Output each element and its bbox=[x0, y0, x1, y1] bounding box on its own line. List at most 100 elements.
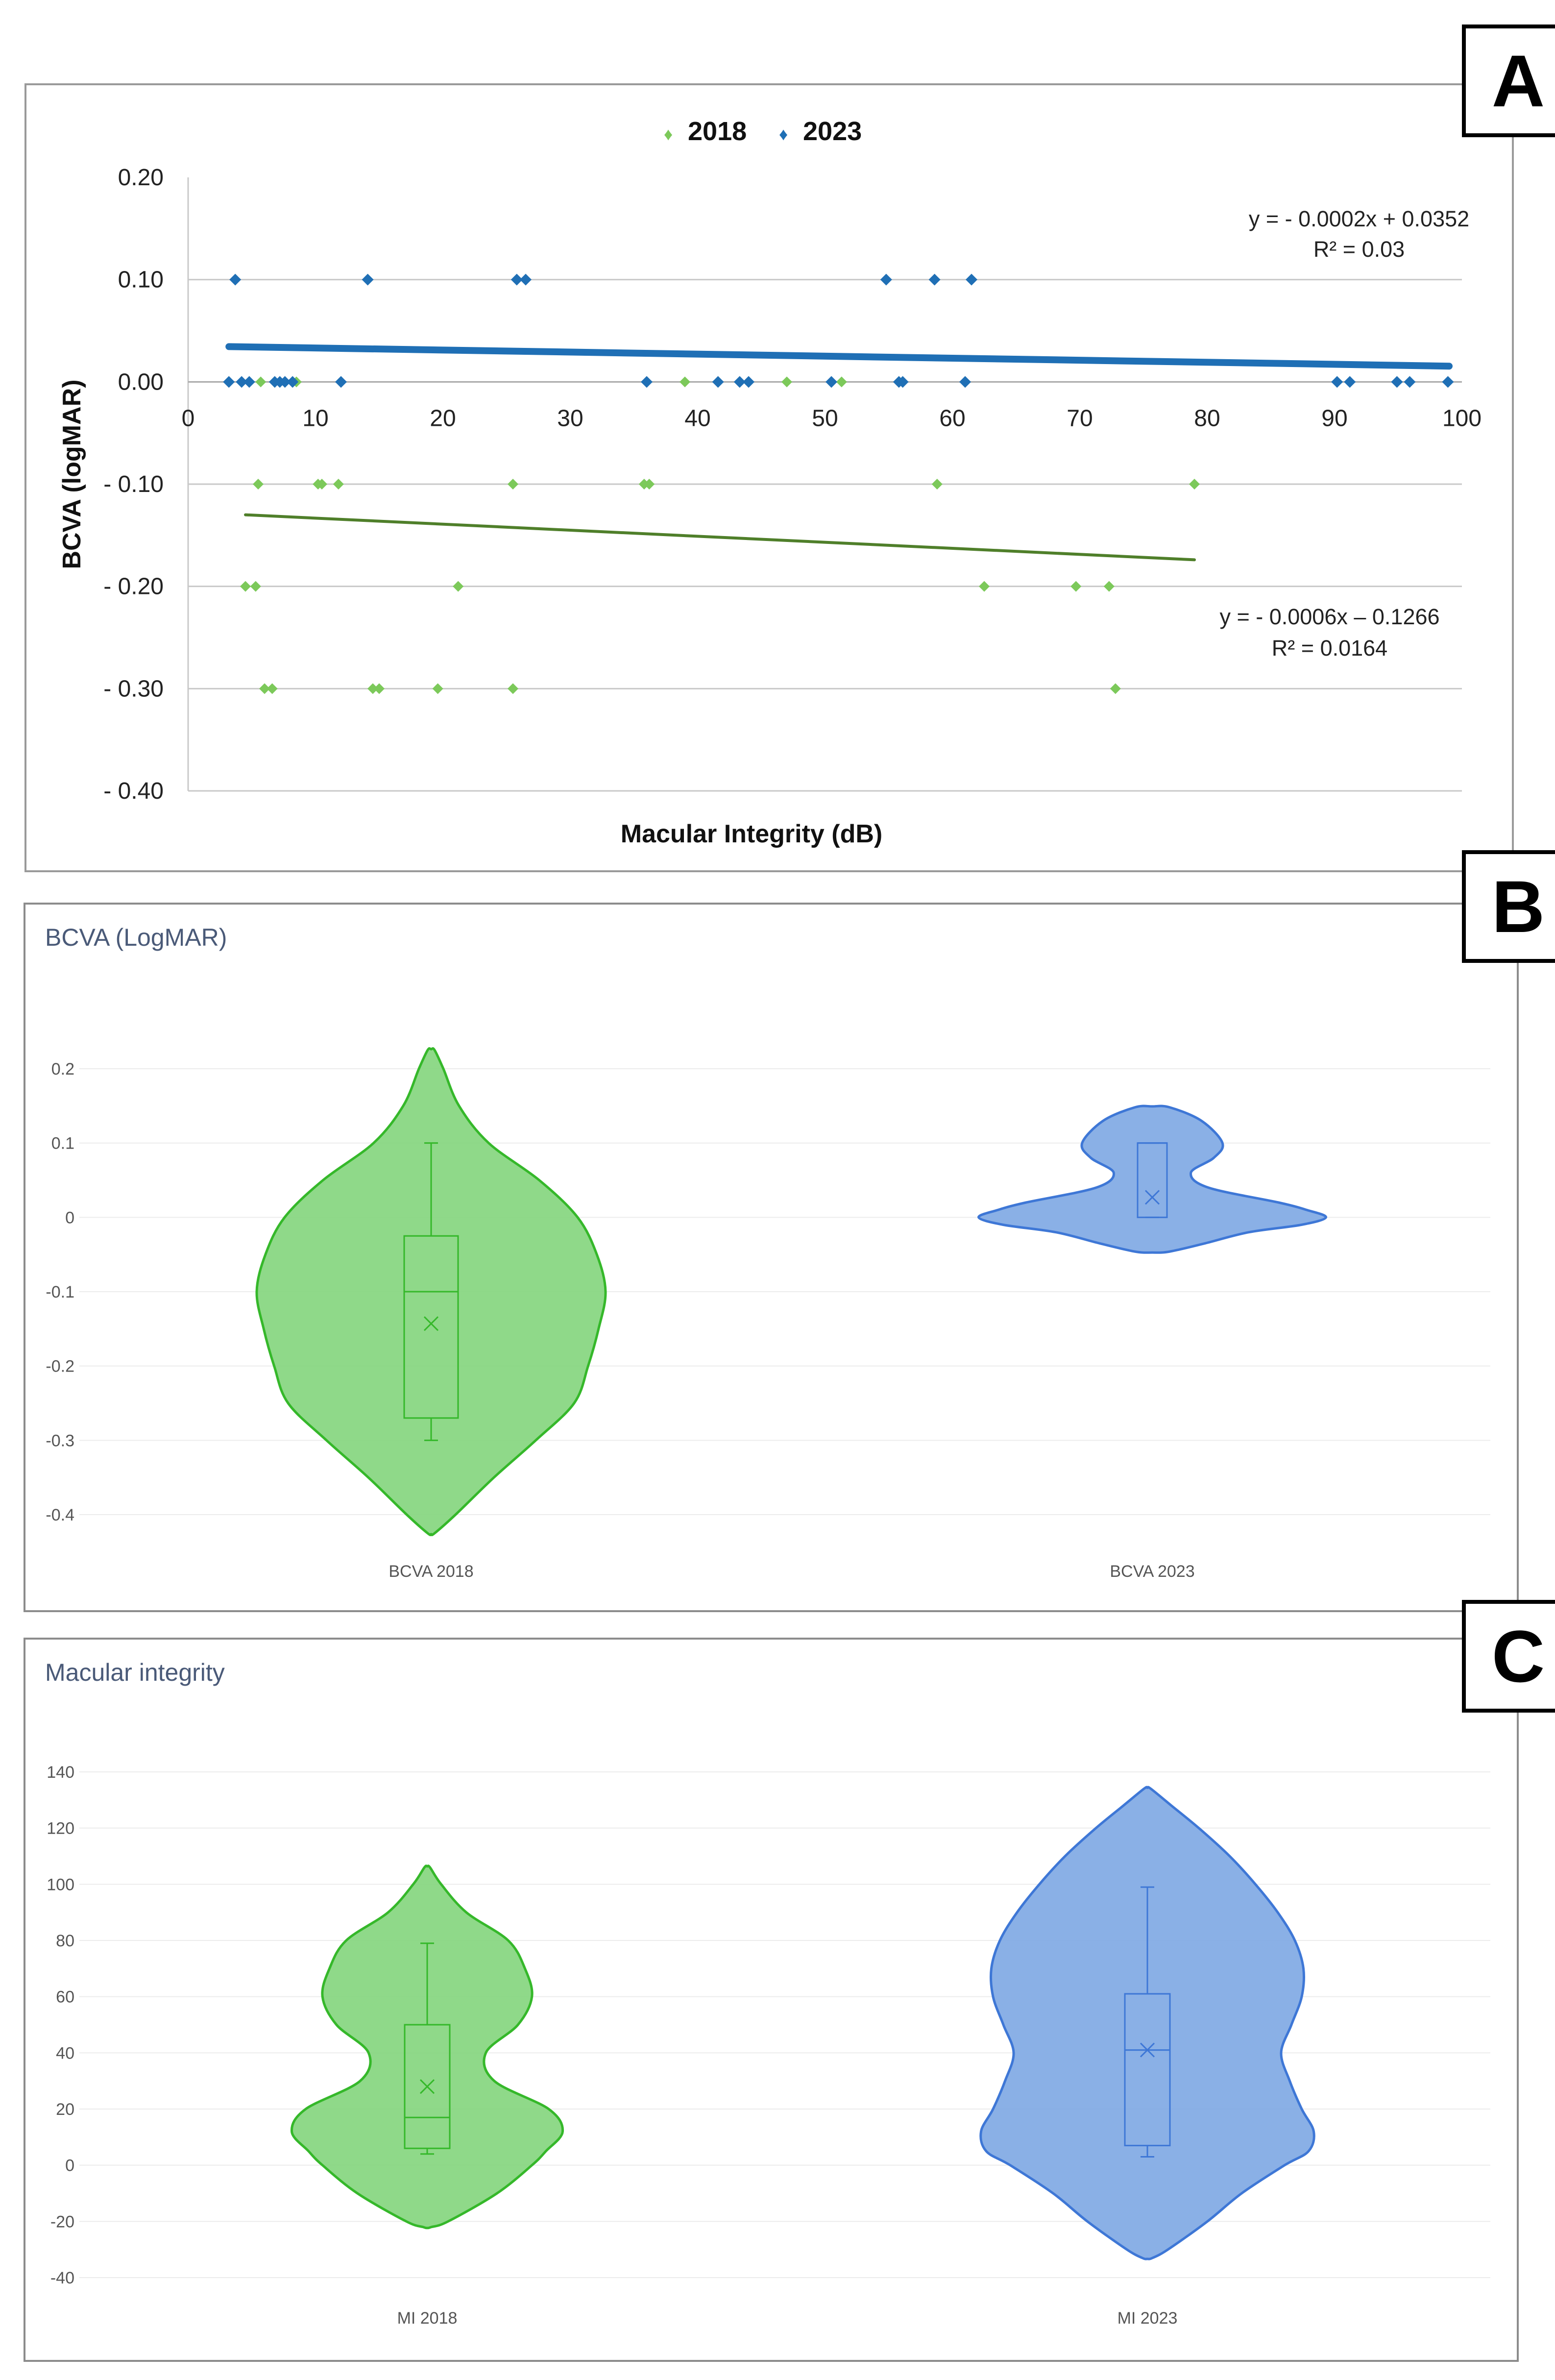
data-point bbox=[243, 376, 255, 388]
y-tick-label: 0.00 bbox=[118, 369, 164, 395]
data-point bbox=[240, 581, 251, 592]
y-tick-label: 0.20 bbox=[118, 165, 164, 191]
mean-marker bbox=[1140, 2042, 1155, 2058]
macular-integrity-violin-panel: Macular integrity 140 120 100 80 60 40 20 0 -20 -… bbox=[24, 1638, 1519, 2362]
box-iqr bbox=[1124, 1993, 1171, 2147]
x-tick-label: 100 bbox=[1442, 405, 1482, 431]
data-point bbox=[267, 683, 278, 694]
data-point bbox=[362, 273, 374, 286]
data-point bbox=[520, 273, 532, 286]
mean-marker bbox=[423, 1316, 439, 1331]
legend-label: 2018 bbox=[688, 117, 747, 146]
trend-r2-2023: R² = 0.03 bbox=[1313, 237, 1405, 262]
y-tick-label: 140 bbox=[47, 1763, 74, 1782]
bcva-violin-panel: BCVA (LogMAR) 0.2 0.1 0 -0.1 -0.2 -0.3 -0.4 BCV… bbox=[24, 903, 1519, 1612]
y-tick-label: 0.10 bbox=[118, 267, 164, 293]
legend-marker: ♦ bbox=[779, 124, 788, 144]
data-point bbox=[743, 376, 754, 388]
data-point bbox=[1189, 479, 1200, 490]
x-tick-label: 50 bbox=[812, 405, 838, 431]
panel-c-title: Macular integrity bbox=[45, 1659, 225, 1686]
y-tick-label: -0.2 bbox=[46, 1357, 74, 1376]
y-tick-label: -40 bbox=[50, 2269, 74, 2287]
violin-green bbox=[291, 1865, 564, 2230]
mean-marker bbox=[1144, 1190, 1160, 1205]
y-tick-label: - 0.30 bbox=[103, 676, 164, 702]
scatter-chart: 0.20 0.10 0.00 - 0.10 - 0.20 - 0.30 - 0.40 0 10 2… bbox=[58, 117, 1482, 848]
data-point bbox=[250, 581, 261, 592]
data-point bbox=[1391, 376, 1403, 388]
data-point bbox=[1110, 683, 1121, 694]
x-axis-title: Macular Integrity (dB) bbox=[621, 820, 883, 848]
category-label: MI 2018 bbox=[397, 2309, 458, 2328]
y-tick-label: -20 bbox=[50, 2212, 74, 2231]
data-point bbox=[644, 479, 655, 490]
data-point bbox=[1103, 581, 1115, 592]
y-tick-label: -0.3 bbox=[46, 1431, 74, 1450]
violin-blue bbox=[979, 1786, 1315, 2260]
data-point bbox=[508, 479, 518, 490]
x-tick-label: 80 bbox=[1194, 405, 1220, 431]
x-tick-label: 0 bbox=[182, 405, 195, 431]
y-tick-label: 80 bbox=[56, 1932, 74, 1950]
panel-label-b: B bbox=[1462, 850, 1555, 963]
category-label: MI 2023 bbox=[1118, 2309, 1178, 2328]
y-tick-label: 0.1 bbox=[51, 1134, 74, 1153]
category-label: BCVA 2023 bbox=[1110, 1562, 1194, 1581]
y-tick-label: - 0.20 bbox=[103, 574, 164, 600]
data-point bbox=[253, 479, 264, 490]
trendline bbox=[244, 513, 1196, 562]
data-point bbox=[229, 273, 242, 286]
data-point bbox=[733, 376, 746, 388]
box-iqr bbox=[403, 1235, 459, 1419]
data-point bbox=[279, 376, 291, 388]
trendline bbox=[225, 343, 1453, 370]
y-tick-label: 120 bbox=[47, 1819, 74, 1838]
data-point bbox=[836, 376, 847, 388]
data-point bbox=[1331, 376, 1343, 388]
data-point bbox=[1070, 581, 1082, 592]
data-point bbox=[826, 376, 837, 388]
x-tick-label: 70 bbox=[1067, 405, 1093, 431]
data-point bbox=[897, 376, 909, 388]
y-tick-label: 100 bbox=[47, 1875, 74, 1894]
y-tick-label: - 0.40 bbox=[103, 778, 164, 804]
legend-marker: ♦ bbox=[664, 124, 673, 144]
trend-equation-2018: y = - 0.0006x – 0.1266 bbox=[1219, 604, 1439, 629]
data-point bbox=[781, 376, 792, 388]
macular-integrity-violin-chart: 140 120 100 80 60 40 20 0 -20 -40 MI 2018 MI 2023 bbox=[47, 1763, 1490, 2328]
panel-label-c: C bbox=[1462, 1600, 1555, 1713]
panel-label-a: A bbox=[1462, 25, 1555, 137]
data-point bbox=[1404, 376, 1416, 388]
x-tick-label: 60 bbox=[939, 405, 965, 431]
data-point bbox=[928, 273, 941, 286]
data-point bbox=[510, 273, 523, 286]
data-point bbox=[979, 581, 990, 592]
legend-label: 2023 bbox=[803, 117, 862, 146]
data-point bbox=[453, 581, 464, 592]
x-tick-label: 40 bbox=[684, 405, 710, 431]
data-point bbox=[931, 479, 943, 490]
data-point bbox=[313, 479, 324, 490]
data-point bbox=[880, 273, 892, 286]
data-point bbox=[367, 683, 378, 694]
trend-r2-2018: R² = 0.0164 bbox=[1272, 636, 1387, 661]
data-point bbox=[432, 683, 443, 694]
bcva-violin-chart: 0.2 0.1 0 -0.1 -0.2 -0.3 -0.4 BCVA 2018 BCVA 202… bbox=[46, 1047, 1490, 1581]
data-point bbox=[223, 376, 235, 388]
x-tick-label: 20 bbox=[430, 405, 456, 431]
data-point bbox=[335, 376, 347, 388]
y-tick-label: -0.1 bbox=[46, 1283, 74, 1301]
data-point bbox=[966, 273, 977, 286]
data-point bbox=[259, 683, 270, 694]
x-tick-label: 30 bbox=[557, 405, 583, 431]
trend-equation-2023: y = - 0.0002x + 0.0352 bbox=[1249, 206, 1469, 231]
data-point bbox=[236, 376, 248, 388]
y-axis-title: BCVA (logMAR) bbox=[58, 379, 86, 569]
data-point bbox=[255, 376, 267, 388]
y-tick-label: 0 bbox=[65, 1208, 74, 1227]
data-point bbox=[333, 479, 344, 490]
data-point bbox=[1442, 376, 1454, 388]
data-point bbox=[1344, 376, 1356, 388]
y-tick-label: -0.4 bbox=[46, 1506, 74, 1524]
